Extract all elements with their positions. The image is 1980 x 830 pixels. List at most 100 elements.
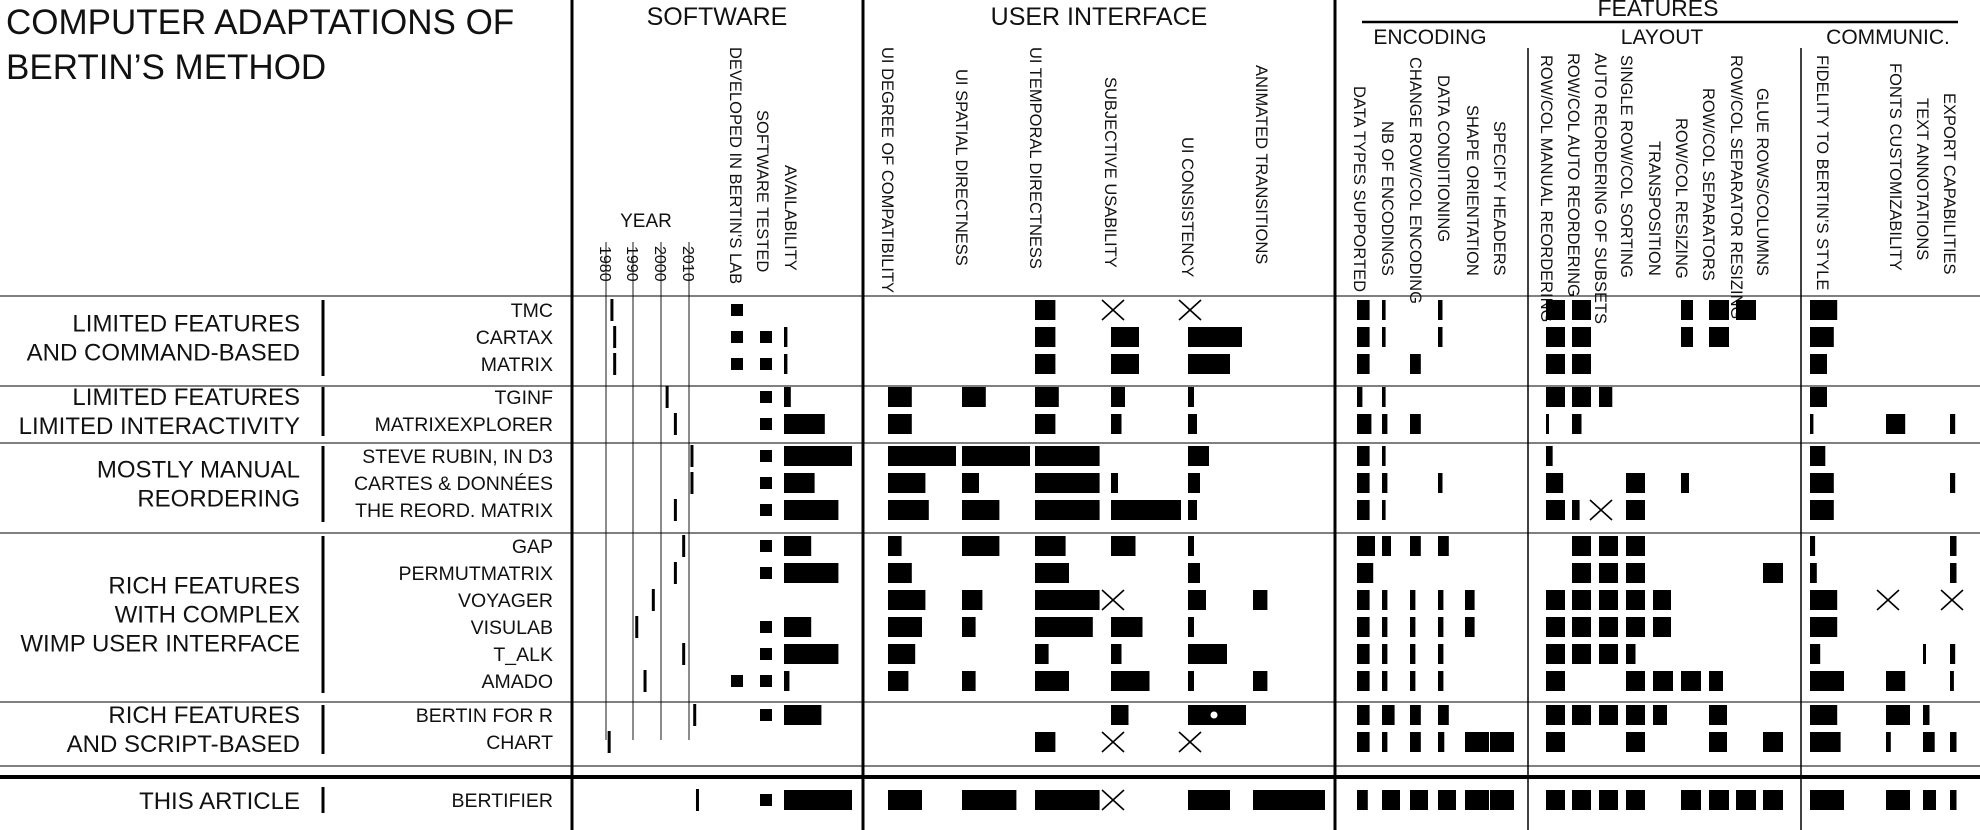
value-bar xyxy=(1950,671,1954,691)
value-bar xyxy=(1438,671,1444,691)
value-bar xyxy=(1357,300,1370,320)
value-bar xyxy=(1763,790,1783,810)
column-label: ROW/COL AUTO REORDERING xyxy=(1564,53,1582,297)
value-bar xyxy=(1546,414,1549,434)
value-bar xyxy=(1546,790,1565,810)
value-bar xyxy=(1410,414,1421,434)
value-bar xyxy=(1253,671,1268,691)
value-bar xyxy=(1572,354,1591,374)
value-bar xyxy=(1653,590,1671,610)
category-label: REORDERING xyxy=(137,486,300,513)
value-bar xyxy=(1382,790,1400,810)
column-label: NB OF ENCODINGS xyxy=(1378,121,1396,276)
value-bar xyxy=(1035,500,1100,520)
category-label: AND COMMAND-BASED xyxy=(27,340,300,367)
value-bar xyxy=(888,387,912,407)
value-bar xyxy=(962,790,1017,810)
system-name-label: MATRIX xyxy=(481,354,553,376)
year-tick-1990: 1990 xyxy=(623,246,640,282)
value-bar xyxy=(1357,617,1370,637)
year-tick-2010: 2010 xyxy=(679,246,696,282)
column-label: DATA TYPES SUPPORTED xyxy=(1350,86,1368,292)
value-bar xyxy=(888,617,922,637)
value-bar xyxy=(1438,705,1449,725)
value-bar xyxy=(1438,732,1445,752)
value-bar xyxy=(1626,536,1645,556)
value-bar xyxy=(1188,354,1230,374)
category-label: THIS ARTICLE xyxy=(139,788,300,815)
value-bar xyxy=(1950,536,1957,556)
value-bar xyxy=(1188,590,1206,610)
value-bar xyxy=(962,446,1030,466)
tested-square xyxy=(760,648,772,660)
value-bar xyxy=(1438,644,1444,664)
value-bar xyxy=(1886,790,1910,810)
value-bar xyxy=(1653,617,1671,637)
category-label: WITH COMPLEX xyxy=(115,602,300,629)
availability-bar xyxy=(784,563,839,583)
value-bar xyxy=(1546,500,1565,520)
availability-bar xyxy=(784,500,839,520)
value-bar xyxy=(1626,671,1645,691)
value-bar xyxy=(1111,671,1150,691)
tested-square xyxy=(760,675,772,687)
value-bar xyxy=(1626,500,1645,520)
value-bar xyxy=(1886,414,1906,434)
value-bar xyxy=(1035,327,1056,347)
value-bar xyxy=(1465,790,1489,810)
value-bar xyxy=(1438,790,1456,810)
value-bar xyxy=(1572,790,1591,810)
year-tick-1980: 1980 xyxy=(596,246,613,282)
value-bar xyxy=(1599,790,1618,810)
value-bar xyxy=(1626,590,1645,610)
section-label-features: FEATURES xyxy=(1598,0,1719,21)
value-bar xyxy=(1035,644,1049,664)
value-bar xyxy=(1736,300,1756,320)
value-bar xyxy=(1188,327,1242,347)
value-bar xyxy=(1465,590,1475,610)
value-bar xyxy=(1111,327,1139,347)
column-label: GLUE ROWS/COLUMNS xyxy=(1753,88,1771,276)
value-bar xyxy=(1572,300,1591,320)
value-bar xyxy=(1546,327,1565,347)
column-label: ROW/COL MANUAL REORDERING xyxy=(1537,55,1555,322)
cross-mark xyxy=(1101,589,1125,611)
column-label: ANIMATED TRANSITIONS xyxy=(1252,65,1270,264)
value-bar xyxy=(1438,536,1449,556)
section-label-ui: USER INTERFACE xyxy=(991,3,1208,31)
value-bar xyxy=(1438,590,1444,610)
cross-mark xyxy=(1589,499,1613,521)
value-bar xyxy=(888,590,926,610)
category-label: RICH FEATURES xyxy=(108,702,300,729)
value-bar xyxy=(1382,705,1395,725)
value-bar xyxy=(1736,790,1756,810)
column-label: AUTO REORDERING OF SUBSETS xyxy=(1591,53,1609,324)
value-bar xyxy=(1111,536,1136,556)
value-bar xyxy=(1382,387,1386,407)
value-bar xyxy=(1035,536,1066,556)
value-bar xyxy=(1410,536,1421,556)
value-bar xyxy=(1681,671,1701,691)
value-bar xyxy=(1438,327,1443,347)
value-bar xyxy=(1410,617,1416,637)
cross-mark-b xyxy=(1101,589,1125,611)
value-bar xyxy=(1886,671,1906,691)
value-bar xyxy=(1681,327,1693,347)
value-bar xyxy=(962,671,976,691)
cross-mark xyxy=(1940,589,1964,611)
value-bar xyxy=(1763,563,1783,583)
category-label: LIMITED INTERACTIVITY xyxy=(19,413,300,440)
value-bar xyxy=(1950,414,1956,434)
group-label-encoding: ENCODING xyxy=(1373,26,1486,49)
column-label: ROW/COL SEPARATORS xyxy=(1699,88,1717,281)
system-name-label: STEVE RUBIN, IN D3 xyxy=(362,446,553,468)
value-bar xyxy=(1810,732,1841,752)
column-label: TRANSPOSITION xyxy=(1645,141,1663,276)
value-bar xyxy=(1923,732,1935,752)
value-bar xyxy=(1035,671,1069,691)
column-label: TEXT ANNOTATIONS xyxy=(1913,98,1931,260)
developed-square xyxy=(731,675,743,687)
value-bar xyxy=(1709,327,1729,347)
value-bar xyxy=(1111,414,1122,434)
value-bar xyxy=(1253,790,1325,810)
